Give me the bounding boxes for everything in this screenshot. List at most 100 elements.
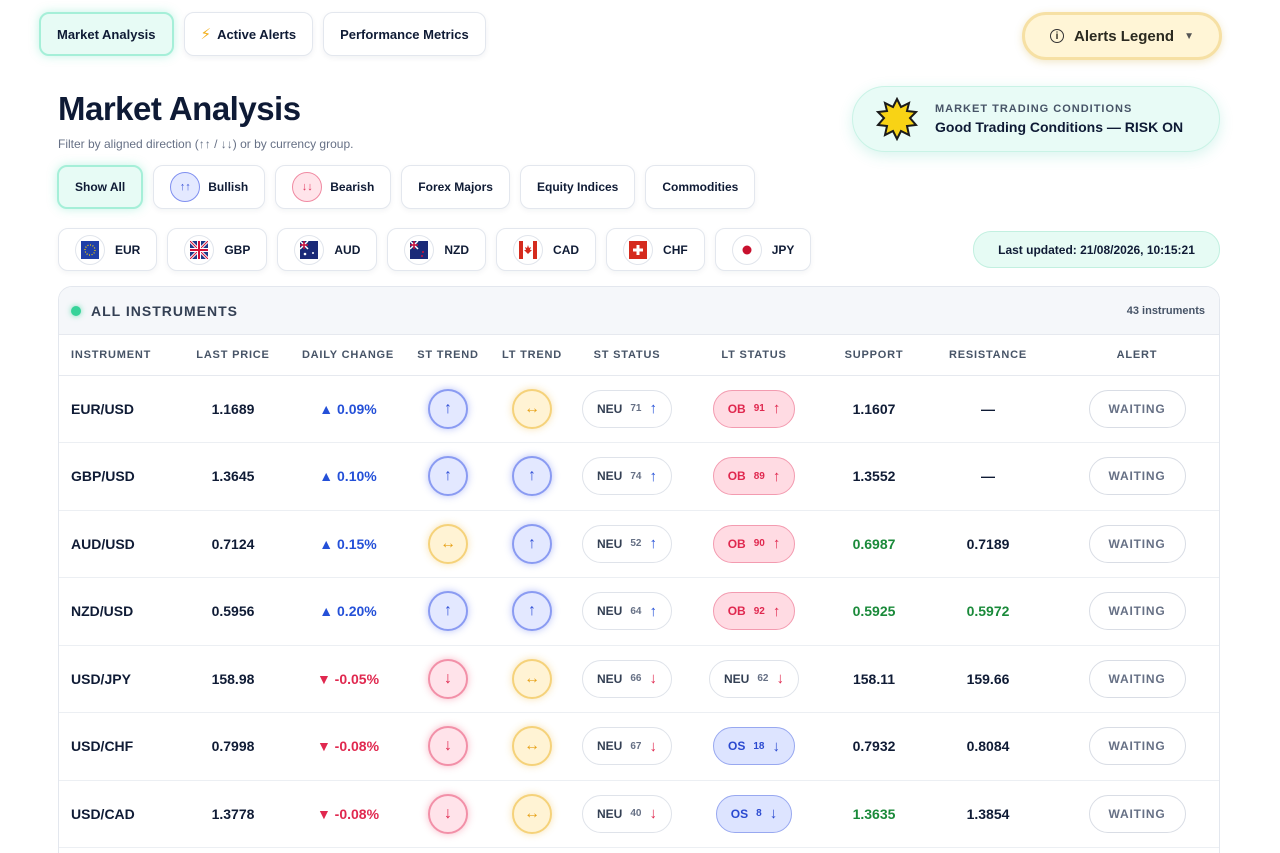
col-daily-change[interactable]: DAILY CHANGE [293, 335, 403, 376]
col-lt-trend[interactable]: LT TREND [493, 335, 571, 376]
alert-status-button[interactable]: WAITING [1088, 659, 1186, 698]
table-row[interactable]: EUR/USD 1.1689 ▲ 0.09% ↑ ↔ NEU 71 ↑ OB 91 ↑ 1.1607—… [59, 375, 1219, 443]
status-value: 67 [630, 740, 642, 752]
instrument-cell: USD/CAD [59, 780, 173, 848]
col-support[interactable]: SUPPORT [825, 335, 923, 376]
filter-forex-majors[interactable]: Forex Majors [401, 165, 510, 209]
alert-status-button[interactable]: WAITING [1088, 592, 1186, 631]
lt-trend-cell: ↑ [493, 510, 571, 578]
bearish-arrows-icon: ↓↓ [292, 172, 323, 202]
currency-label: JPY [771, 242, 795, 257]
alerts-legend-button[interactable]: i Alerts Legend ▼ [1022, 12, 1222, 60]
lt-status-cell: OS 8 ↓ [683, 780, 825, 848]
st-trend-cell: ↓ [403, 645, 493, 713]
currency-eur[interactable]: EUR [58, 228, 158, 271]
price-cell: 1.1689 [173, 375, 293, 443]
status-arrow-icon: ↓ [649, 670, 657, 688]
table-row[interactable]: GBP/USD 1.3645 ▲ 0.10% ↑ ↑ NEU 74 ↑ OB 89 ↑ 1.3552—… [59, 442, 1219, 511]
currency-aud[interactable]: AUD [277, 228, 378, 271]
price-cell: 1.3778 [173, 780, 293, 848]
filter-equity-indices[interactable]: Equity Indices [519, 165, 636, 209]
trend-sideways-icon: ↔ [512, 658, 552, 699]
daily-change-cell: ▲ 0.15% [293, 510, 403, 578]
last-updated-badge: Last updated: 21/08/2026, 10:15:21 [973, 231, 1220, 268]
table-row[interactable]: USD/CHF 0.7998 ▼ -0.08% ↓ ↔ NEU 67 ↓ OS 18 ↓ 0.7932… [59, 712, 1219, 781]
alert-cell: WAITING [1053, 577, 1219, 646]
tab-market-analysis[interactable]: Market Analysis [39, 12, 174, 56]
price-cell: 1.3645 [173, 442, 293, 511]
status-value: 8 [756, 808, 762, 820]
filter-label: Bullish [208, 180, 249, 194]
tab-active-alerts[interactable]: ⚡ Active Alerts [183, 12, 314, 56]
lt-trend-cell: ↔ [493, 712, 571, 781]
lt-status-cell: OB 89 ↑ [683, 442, 825, 511]
st-status-badge: NEU 64 ↑ [582, 592, 672, 631]
status-value: 40 [630, 808, 642, 820]
filter-bullish[interactable]: ↑↑ Bullish [153, 165, 266, 209]
instruments-panel: ALL INSTRUMENTS 43 instruments INSTRUMEN… [58, 286, 1220, 853]
support-cell: 0.5925 [825, 577, 923, 646]
alert-status-button[interactable]: WAITING [1088, 457, 1186, 496]
st-trend-cell: ↓ [403, 712, 493, 781]
status-arrow-icon: ↑ [772, 467, 781, 485]
instrument-cell: USD/CHF [59, 712, 173, 781]
table-row[interactable]: USD/CAD 1.3778 ▼ -0.08% ↓ ↔ NEU 40 ↓ OS 8 ↓ 1.3635 1… [59, 780, 1219, 848]
col-instrument[interactable]: INSTRUMENT [59, 335, 173, 376]
alert-status-button[interactable]: WAITING [1088, 389, 1186, 428]
lt-status-badge: OS 18 ↓ [713, 727, 795, 766]
tab-performance-metrics[interactable]: Performance Metrics [323, 12, 486, 56]
resistance-cell: 0.7189 [923, 510, 1053, 578]
filter-show-all[interactable]: Show All [57, 165, 144, 209]
filter-commodities[interactable]: Commodities [645, 165, 756, 209]
currency-gbp[interactable]: GBP [167, 228, 268, 271]
st-trend-cell: ↓ [403, 780, 493, 848]
lt-trend-cell: ↔ [493, 780, 571, 848]
col-st-trend[interactable]: ST TREND [403, 335, 493, 376]
currency-label: AUD [334, 242, 361, 257]
trend-down-icon: ↓ [428, 726, 468, 767]
conditions-label: MARKET TRADING CONDITIONS [935, 103, 1133, 115]
currency-cad[interactable]: CAD [496, 228, 597, 271]
price-cell: 158.98 [173, 645, 293, 713]
col-lt-status[interactable]: LT STATUS [683, 335, 825, 376]
instrument-cell: USD/JPY [59, 645, 173, 713]
price-cell: 0.7124 [173, 510, 293, 578]
currency-chf[interactable]: CHF [606, 228, 705, 271]
lt-status-badge: OB 90 ↑ [712, 524, 796, 563]
filter-bearish[interactable]: ↓↓ Bearish [275, 165, 392, 209]
col-alert[interactable]: ALERT [1053, 335, 1219, 376]
currency-jpy[interactable]: JPY [714, 228, 812, 271]
instrument-cell: AUD/USD [59, 510, 173, 578]
alert-status-button[interactable]: WAITING [1088, 524, 1186, 563]
st-status-badge: NEU 40 ↓ [582, 794, 672, 833]
col-resistance[interactable]: RESISTANCE [923, 335, 1053, 376]
instrument-count: 43 instruments [1126, 304, 1205, 317]
st-status-badge: NEU 66 ↓ [582, 659, 672, 698]
daily-change-cell: ▼ -0.08% [293, 712, 403, 781]
lt-status-badge: NEU 62 ↓ [709, 659, 799, 698]
alert-status-button[interactable]: WAITING [1088, 794, 1186, 833]
resistance-cell: — [923, 442, 1053, 511]
status-arrow-icon: ↓ [769, 805, 778, 823]
currency-nzd[interactable]: NZD [387, 228, 487, 271]
alert-status-button[interactable]: WAITING [1088, 727, 1186, 766]
lt-status-badge: OB 89 ↑ [712, 457, 796, 496]
live-status-dot [71, 305, 81, 316]
st-trend-cell: ↔ [403, 510, 493, 578]
instrument-cell: GBP/USD [59, 442, 173, 511]
table-row[interactable]: NZD/USD 0.5956 ▲ 0.20% ↑ ↑ NEU 64 ↑ OB 92 ↑ 0.5925 0… [59, 577, 1219, 646]
lightning-icon: ⚡ [200, 26, 212, 43]
support-cell: 1.3635 [825, 780, 923, 848]
status-value: 66 [630, 673, 642, 685]
status-value: 74 [630, 470, 642, 482]
col-st-status[interactable]: ST STATUS [571, 335, 683, 376]
col-last-price[interactable]: LAST PRICE [173, 335, 293, 376]
table-row[interactable]: AUD/USD 0.7124 ▲ 0.15% ↔ ↑ NEU 52 ↑ OB 90 ↑ 0.6987 0… [59, 510, 1219, 578]
caret-down-icon: ▼ [1184, 30, 1194, 42]
bullish-arrows-icon: ↑↑ [170, 172, 201, 202]
alert-cell: WAITING [1053, 510, 1219, 578]
status-arrow-icon: ↓ [649, 805, 657, 823]
table-row[interactable]: USD/JPY 158.98 ▼ -0.05% ↓ ↔ NEU 66 ↓ NEU 62 ↓ 158.1… [59, 645, 1219, 713]
st-trend-cell: ↑ [403, 375, 493, 443]
alert-cell: WAITING [1053, 712, 1219, 781]
